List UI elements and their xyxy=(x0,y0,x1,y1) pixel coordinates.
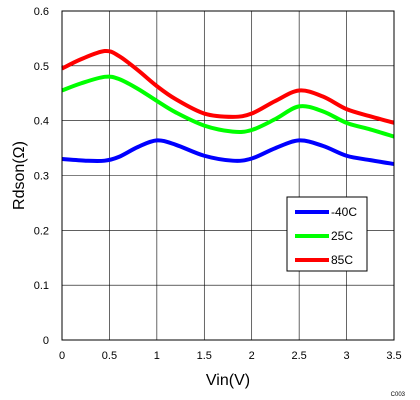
x-tick-label: 3 xyxy=(344,350,350,362)
x-tick-label: 2.5 xyxy=(291,350,306,362)
x-tick-labels: 0 0.5 1 1.5 2 2.5 3 3.5 xyxy=(59,350,402,362)
grid xyxy=(61,10,395,341)
y-tick-label: 0.1 xyxy=(34,280,49,292)
y-tick-label: 0.6 xyxy=(34,6,49,18)
y-tick-label: 0.4 xyxy=(34,116,49,128)
x-tick-label: 1.5 xyxy=(197,350,212,362)
series-line-85C xyxy=(61,48,395,125)
series-line-25C xyxy=(61,74,395,139)
series-line--40C xyxy=(61,138,395,166)
legend-label: -40C xyxy=(331,205,357,219)
y-tick-label: 0.3 xyxy=(34,171,49,183)
x-tick-label: 2 xyxy=(249,350,255,362)
x-tick-label: 3.5 xyxy=(386,350,401,362)
x-tick-label: 0.5 xyxy=(102,350,117,362)
figure-code: C003 xyxy=(391,392,406,398)
legend-label: 85C xyxy=(331,253,353,267)
y-tick-label: 0.2 xyxy=(34,225,49,237)
legend-label: 25C xyxy=(331,229,353,243)
x-tick-label: 0 xyxy=(59,350,65,362)
y-tick-labels: 0 0.1 0.2 0.3 0.4 0.5 0.6 xyxy=(34,6,49,347)
legend: -40C 25C 85C xyxy=(286,196,368,272)
y-axis-label: Rdson(Ω) xyxy=(11,141,28,210)
x-tick-label: 1 xyxy=(154,350,160,362)
y-tick-label: 0 xyxy=(43,335,49,347)
y-tick-label: 0.5 xyxy=(34,61,49,73)
series-lines xyxy=(61,48,395,166)
x-axis-label: Vin(V) xyxy=(206,372,250,389)
plot-frame xyxy=(61,10,395,341)
